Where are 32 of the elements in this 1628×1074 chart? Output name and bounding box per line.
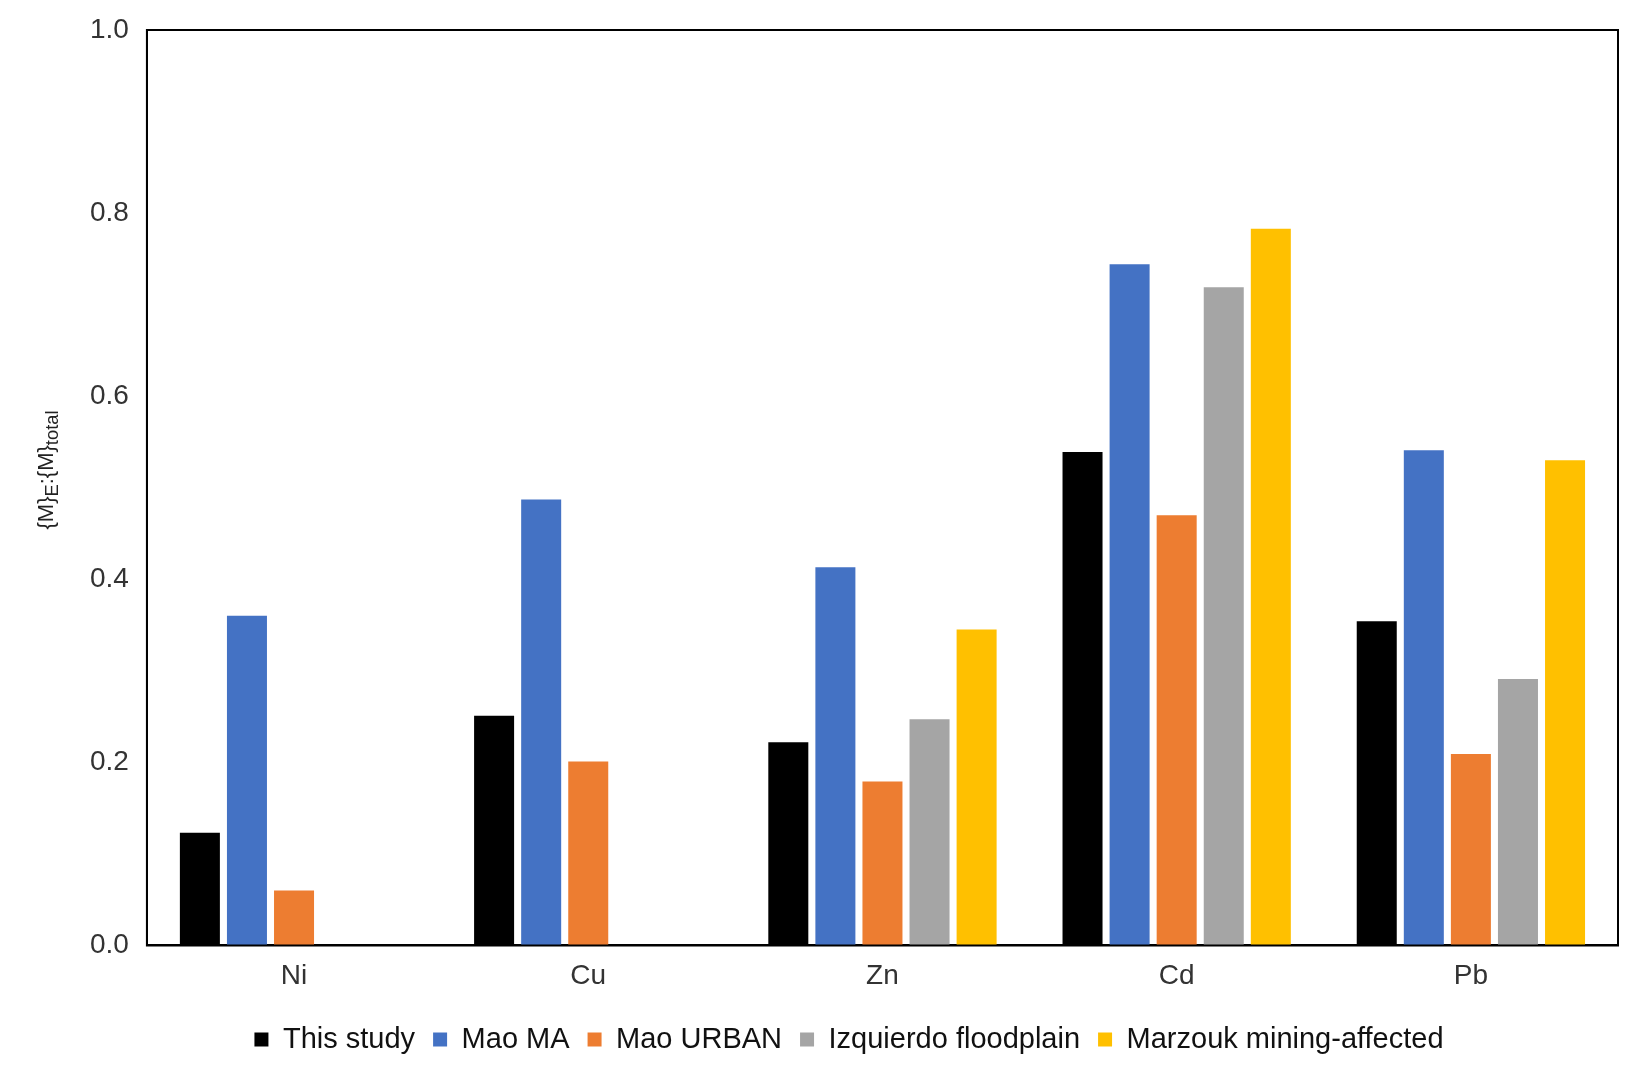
legend-label: Mao MA — [461, 1021, 571, 1054]
bar — [956, 629, 997, 946]
bar — [568, 761, 609, 946]
bar — [521, 499, 562, 946]
bar — [1250, 228, 1291, 946]
y-tick-label: 0.8 — [89, 195, 129, 227]
bar — [1203, 287, 1244, 946]
legend-label: Mao URBAN — [616, 1021, 783, 1054]
x-tick-label: Pb — [1453, 958, 1489, 990]
bar — [226, 615, 267, 946]
bar — [1545, 460, 1586, 946]
y-tick-label: 1.0 — [89, 12, 129, 44]
legend-label: Marzouk mining-affected — [1126, 1021, 1444, 1054]
bar — [1403, 450, 1444, 946]
legend-label: This study — [282, 1021, 416, 1054]
bar — [1156, 515, 1197, 946]
bar — [274, 890, 315, 946]
bar — [815, 567, 856, 946]
y-tick-label: 0.6 — [89, 378, 129, 410]
y-tick-label: 0.4 — [89, 561, 129, 593]
bar — [1497, 679, 1538, 946]
bar — [1450, 754, 1491, 946]
legend-label: Izquierdo floodplain — [828, 1021, 1081, 1054]
bar — [1109, 264, 1150, 946]
y-tick-label: 0.0 — [89, 928, 129, 960]
x-tick-label: Cu — [570, 958, 607, 990]
bar — [909, 719, 950, 946]
x-tick-label: Ni — [280, 958, 308, 990]
x-tick-label: Cd — [1158, 958, 1195, 990]
bar — [862, 781, 903, 946]
y-tick-label: 0.2 — [89, 745, 129, 777]
x-tick-label: Zn — [866, 958, 899, 990]
